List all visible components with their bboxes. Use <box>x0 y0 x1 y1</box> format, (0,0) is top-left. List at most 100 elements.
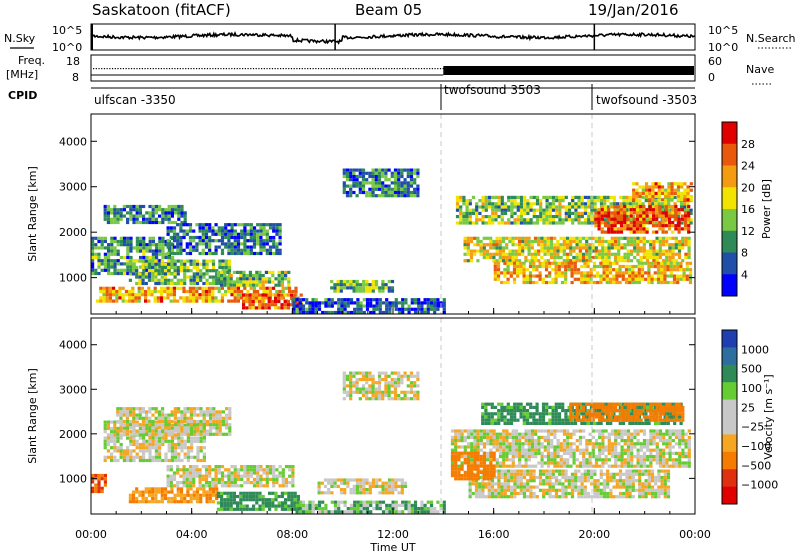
heatmap-cell <box>103 439 107 443</box>
heatmap-cell <box>587 211 591 215</box>
heatmap-cell <box>652 259 656 263</box>
heatmap-cell <box>353 310 357 315</box>
heatmap-cell <box>119 449 123 453</box>
heatmap-cell <box>252 277 256 281</box>
heatmap-cell <box>161 239 165 244</box>
heatmap-cell <box>145 243 149 247</box>
heatmap-cell <box>220 477 225 481</box>
heatmap-cell <box>182 471 186 475</box>
heatmap-cell <box>211 487 216 491</box>
heatmap-cell <box>180 458 184 463</box>
heatmap-cell <box>374 184 378 188</box>
heatmap-cell <box>378 310 382 315</box>
heatmap-cell <box>677 239 682 244</box>
heatmap-cell <box>105 289 109 294</box>
heatmap-cell <box>170 426 174 431</box>
heatmap-cell <box>192 496 196 501</box>
heatmap-cell <box>624 277 629 281</box>
heatmap-cell <box>606 205 610 209</box>
heatmap-cell <box>649 252 653 256</box>
heatmap-cell <box>457 439 461 443</box>
heatmap-cell <box>585 259 589 263</box>
heatmap-cell <box>655 208 659 212</box>
heatmap-cell <box>204 471 209 475</box>
heatmap-cell <box>687 230 691 234</box>
heatmap-cell <box>358 283 363 287</box>
colorbar-swatch <box>722 230 737 253</box>
heatmap-cell <box>368 171 372 175</box>
heatmap-cell <box>602 277 606 281</box>
heatmap-cell <box>128 299 132 303</box>
freq-dot <box>258 68 260 70</box>
heatmap-cell <box>358 190 362 195</box>
heatmap-cell <box>142 220 146 225</box>
heatmap-cell <box>535 195 540 199</box>
heatmap-cell <box>113 265 117 269</box>
heatmap-cell <box>657 191 661 195</box>
heatmap-cell <box>517 239 522 244</box>
heatmap-cell <box>689 208 693 212</box>
heatmap-cell <box>208 299 212 303</box>
heatmap-cell <box>153 289 157 294</box>
heatmap-cell <box>660 202 664 206</box>
heatmap-cell <box>225 426 229 430</box>
heatmap-cell <box>559 236 563 240</box>
heatmap-cell <box>179 262 184 266</box>
heatmap-cell <box>227 235 231 240</box>
heatmap-cell <box>287 504 291 508</box>
heatmap-cell <box>670 191 674 195</box>
heatmap-cell <box>403 184 407 188</box>
heatmap-cell <box>189 262 193 266</box>
heatmap-cell <box>97 265 101 269</box>
heatmap-cell <box>564 215 568 219</box>
heatmap-cell <box>349 381 353 385</box>
heatmap-cell <box>141 272 145 276</box>
heatmap-cell <box>651 214 656 218</box>
heatmap-cell <box>142 430 146 434</box>
heatmap-cell <box>632 188 636 192</box>
heatmap-cell <box>607 211 611 215</box>
heatmap-cell <box>142 204 146 209</box>
heatmap-cell <box>655 230 659 234</box>
heatmap-cell <box>295 510 299 514</box>
heatmap-cell <box>677 211 681 215</box>
heatmap-cell <box>655 255 659 260</box>
heatmap-cell <box>185 223 189 227</box>
heatmap-cell <box>409 174 414 179</box>
heatmap-cell <box>371 377 375 382</box>
heatmap-cell <box>308 510 312 514</box>
heatmap-cell <box>433 307 437 311</box>
heatmap-cell <box>482 249 486 253</box>
heatmap-cell <box>509 271 513 275</box>
heatmap-cell <box>687 252 691 256</box>
heatmap-cell <box>214 248 218 252</box>
heatmap-cell <box>397 484 401 488</box>
heatmap-cell <box>167 259 171 263</box>
heatmap-cell <box>147 299 151 303</box>
heatmap-cell <box>94 271 98 276</box>
heatmap-cell <box>462 215 466 219</box>
heatmap-cell <box>658 239 662 244</box>
freq-dot <box>198 68 200 70</box>
heatmap-cell <box>420 307 424 311</box>
heatmap-cell <box>144 299 148 303</box>
heatmap-cell <box>647 268 651 272</box>
heatmap-cell <box>161 246 165 250</box>
heatmap-cell <box>571 202 575 206</box>
heatmap-cell <box>401 310 405 315</box>
heatmap-cell <box>387 286 391 290</box>
heatmap-cell <box>592 268 597 272</box>
heatmap-cell <box>267 293 271 297</box>
heatmap-cell <box>368 289 372 293</box>
heatmap-cell <box>682 271 686 275</box>
heatmap-cell <box>608 280 613 285</box>
heatmap-cell <box>193 413 197 417</box>
heatmap-cell <box>154 449 158 453</box>
heatmap-cell <box>157 487 161 491</box>
heatmap-cell <box>353 503 357 507</box>
heatmap-cell <box>591 246 595 250</box>
heatmap-cell <box>132 436 136 440</box>
heatmap-cell <box>227 471 231 475</box>
heatmap-cell <box>637 277 641 281</box>
heatmap-cell <box>677 243 682 247</box>
